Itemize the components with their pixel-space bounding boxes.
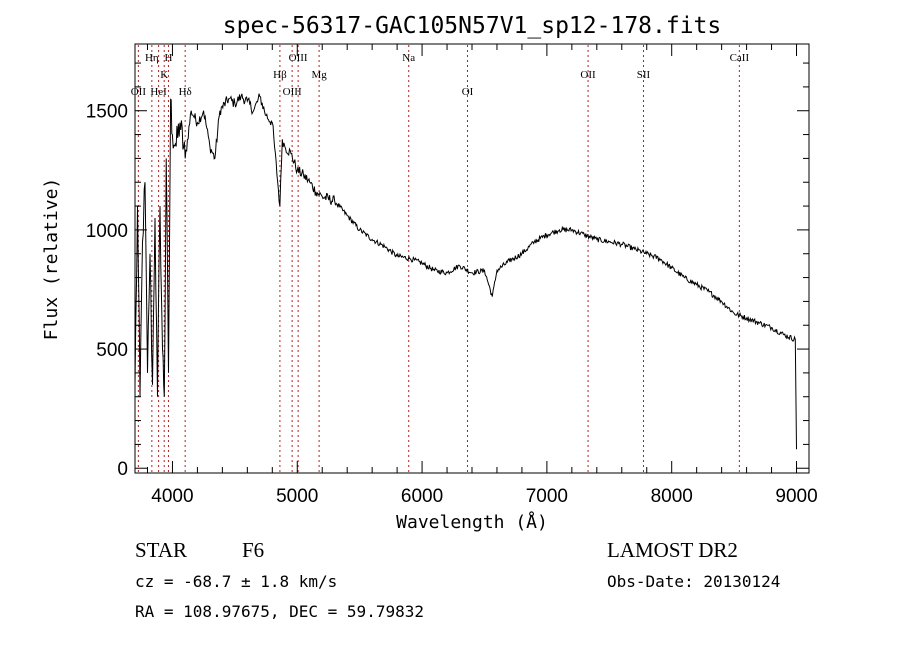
y-axis-label: Flux (relative) <box>41 178 62 341</box>
x-axis-label: Wavelength (Å) <box>396 511 548 533</box>
marker-label: Na <box>402 52 415 64</box>
marker-label: OII <box>131 86 147 98</box>
marker-label: H <box>164 52 172 64</box>
obs-date: Obs-Date: 20130124 <box>607 572 780 591</box>
y-tick-label: 1500 <box>86 102 128 123</box>
marker-label: K <box>160 69 168 81</box>
x-tick-label: 9000 <box>775 486 817 507</box>
spectrum-line <box>135 94 797 450</box>
marker-label: OIII <box>283 86 302 98</box>
marker-label: Mg <box>311 69 327 81</box>
object-class: STAR <box>135 538 187 563</box>
x-tick-label: 8000 <box>651 486 693 507</box>
marker-label: Hδ <box>179 86 192 98</box>
y-tick-label: 0 <box>117 459 128 480</box>
marker-label: Hβ <box>273 69 287 81</box>
y-tick-label: 1000 <box>86 221 128 242</box>
coordinates-text: RA = 108.97675, DEC = 59.79832 <box>135 602 424 621</box>
x-tick-label: 6000 <box>401 486 443 507</box>
plot-frame <box>135 44 809 473</box>
marker-label: OII <box>580 69 596 81</box>
redshift-text: cz = -68.7 ± 1.8 km/s <box>135 572 337 591</box>
marker-label: OI <box>462 86 474 98</box>
x-tick-label: 7000 <box>526 486 568 507</box>
x-tick-label: 5000 <box>276 486 318 507</box>
marker-label: OIII <box>289 52 308 64</box>
marker-label: CaII <box>730 52 750 64</box>
marker-label: Hη <box>145 52 159 64</box>
chart-title: spec-56317-GAC105N57V1_sp12-178.fits <box>223 13 722 39</box>
x-tick-label: 4000 <box>151 486 193 507</box>
y-tick-label: 500 <box>96 340 128 361</box>
object-subclass: F6 <box>242 538 264 563</box>
marker-label: SII <box>637 69 651 81</box>
survey-label: LAMOST DR2 <box>607 538 738 563</box>
